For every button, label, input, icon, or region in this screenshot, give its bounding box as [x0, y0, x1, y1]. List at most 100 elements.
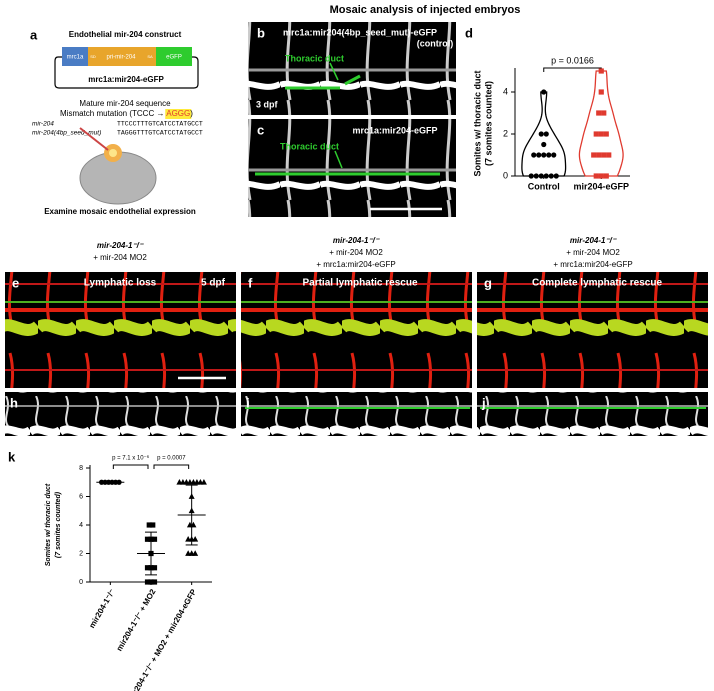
point [548, 173, 554, 179]
point [543, 131, 549, 137]
mismatch-highlight: AGGG [166, 109, 190, 118]
sequence-name: mir-204(4bp_seed_mut) [32, 130, 101, 137]
point [151, 536, 158, 542]
point [148, 565, 154, 571]
point [188, 493, 195, 499]
header: + mir-204 MO2 [93, 253, 147, 262]
header: + mrc1a:mir204-eGFP [553, 260, 632, 269]
x-tick-label: mir204-1⁻/⁻ + MO2 + mir204-eGFP [126, 587, 198, 691]
micrograph [5, 272, 236, 388]
annotation: Thoracic duct [285, 53, 344, 63]
needle [79, 127, 109, 151]
annotation: Thoracic duct [280, 141, 339, 151]
point [144, 536, 151, 542]
point [541, 141, 547, 148]
point [601, 110, 607, 116]
construct-name: mrc1a:mir204-eGFP [88, 75, 164, 84]
header: mir-204-1⁻/⁻ [333, 236, 380, 245]
arrow [329, 62, 339, 81]
sequence-name: mir-204 [32, 121, 54, 128]
point [593, 173, 599, 179]
point [192, 550, 199, 556]
panel-label: e [12, 275, 19, 290]
duct-signal [285, 74, 361, 90]
point [596, 152, 602, 158]
y-axis-label: Somites w/ thoracic duct [472, 70, 482, 176]
mature-title: Mature mir-204 sequence [79, 99, 171, 108]
element-label: pri-mir-204 [106, 55, 136, 61]
violin [578, 70, 624, 177]
header: mir-204-1⁻/⁻ [570, 236, 617, 245]
point [606, 152, 612, 158]
mismatch-text: ) [190, 109, 193, 118]
point [546, 152, 552, 158]
header: + mir-204 MO2 [329, 248, 383, 257]
micrograph [241, 272, 472, 388]
element-label: eGFP [166, 55, 182, 61]
y-axis-label: (7 somites counted) [483, 81, 493, 166]
x-tick-label: mir204-eGFP [573, 181, 629, 191]
point [144, 579, 151, 585]
point [151, 579, 158, 585]
sequence: TAGGGTTTGTCATCCTATGCCT [117, 130, 203, 137]
sequence: TTCCCTTTGTCATCCTATGCCT [117, 121, 203, 128]
point [144, 565, 151, 571]
point [151, 565, 158, 571]
y-tick-label: 4 [503, 86, 508, 96]
mismatch-line: Mismatch mutation (TCCC → AGGG) [60, 109, 193, 118]
panel-label: j [481, 395, 486, 410]
point [551, 152, 557, 158]
cell [109, 149, 117, 157]
timepoint: 5 dpf [201, 278, 226, 289]
y-tick-label: 2 [503, 128, 508, 138]
image-title: Lymphatic loss [84, 278, 157, 289]
image-title: mrc1a:mir204-eGFP [352, 125, 437, 135]
figure-title: Mosaic analysis of injected embryos [330, 4, 521, 16]
panel-label: k [8, 449, 16, 464]
element-box [98, 47, 145, 66]
point [531, 152, 537, 158]
point [190, 521, 197, 528]
image-subtitle: (control) [417, 38, 454, 48]
point [601, 152, 607, 158]
violin [521, 91, 567, 177]
micrograph [477, 392, 708, 436]
plasmid [54, 56, 199, 89]
point [598, 89, 604, 95]
point [596, 110, 602, 116]
p-value: p = 0.0166 [551, 55, 594, 65]
point [148, 536, 154, 542]
element-label: SA [147, 54, 153, 59]
element-label: mrc1a [67, 55, 84, 61]
p-value: p = 0.0007 [157, 456, 186, 462]
panel-label: h [10, 395, 18, 410]
panel-label: f [248, 275, 253, 290]
point [593, 131, 599, 137]
highlight [165, 109, 192, 119]
y-tick-label: 0 [79, 579, 83, 586]
image-title: mrc1a:mir204(4bp_seed_mut)-eGFP [283, 27, 437, 37]
micrograph [248, 119, 456, 217]
point [148, 550, 154, 557]
point [538, 131, 544, 137]
element-box [62, 47, 88, 66]
panel-label: i [246, 395, 250, 410]
y-axis-label: (7 somites counted) [55, 491, 62, 558]
panel-label: g [484, 275, 492, 290]
point [598, 173, 604, 179]
point [591, 152, 597, 158]
image-title: Partial lymphatic rescue [302, 278, 417, 289]
x-tick-label: Control [528, 181, 560, 191]
p-value: p = 7.1 x 10⁻⁶ [112, 455, 150, 462]
arrow [334, 150, 343, 169]
point [541, 89, 547, 95]
header: mir-204-1⁻/⁻ [97, 241, 144, 250]
bracket [112, 464, 149, 469]
element-box [156, 47, 192, 66]
micrograph [477, 272, 708, 388]
point [553, 173, 559, 179]
bracket [153, 464, 190, 469]
micrograph [5, 392, 236, 436]
micrograph [248, 22, 456, 115]
